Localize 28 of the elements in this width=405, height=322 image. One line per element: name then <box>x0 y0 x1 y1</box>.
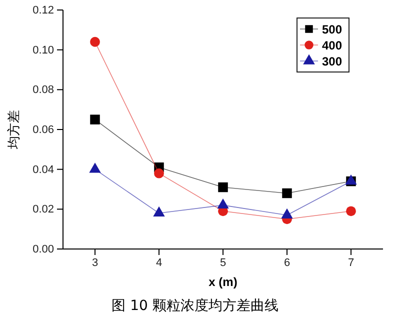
x-tick-label: 3 <box>92 256 98 269</box>
y-tick-label: 0.12 <box>32 4 54 17</box>
point <box>282 188 292 198</box>
y-axis-title: 均方差 <box>6 110 22 150</box>
x-axis-title: x (m) <box>208 275 238 289</box>
point <box>154 168 164 178</box>
point <box>90 36 100 47</box>
x-tick-label: 7 <box>348 256 354 269</box>
y-tick-label: 0.02 <box>32 204 54 216</box>
legend-label: 400 <box>322 38 342 52</box>
caption: 图 10 颗粒浓度均方差曲线 <box>112 298 278 314</box>
point <box>346 206 356 216</box>
y-tick-label: 0.04 <box>32 164 54 176</box>
point <box>281 208 293 219</box>
legend-label: 300 <box>322 54 342 68</box>
point <box>90 114 100 124</box>
point <box>89 162 101 173</box>
point <box>217 198 229 209</box>
y-tick-label: 0.00 <box>32 244 54 256</box>
x-tick-label: 6 <box>284 256 290 269</box>
y-tick-label: 0.08 <box>32 84 54 96</box>
y-tick-label: 0.06 <box>32 124 54 136</box>
point <box>153 206 165 217</box>
x-tick-label: 5 <box>220 256 226 269</box>
x-tick-label: 4 <box>156 256 162 269</box>
legend-label: 500 <box>322 22 342 36</box>
point <box>218 182 228 192</box>
y-tick-label: 0.10 <box>32 44 54 56</box>
